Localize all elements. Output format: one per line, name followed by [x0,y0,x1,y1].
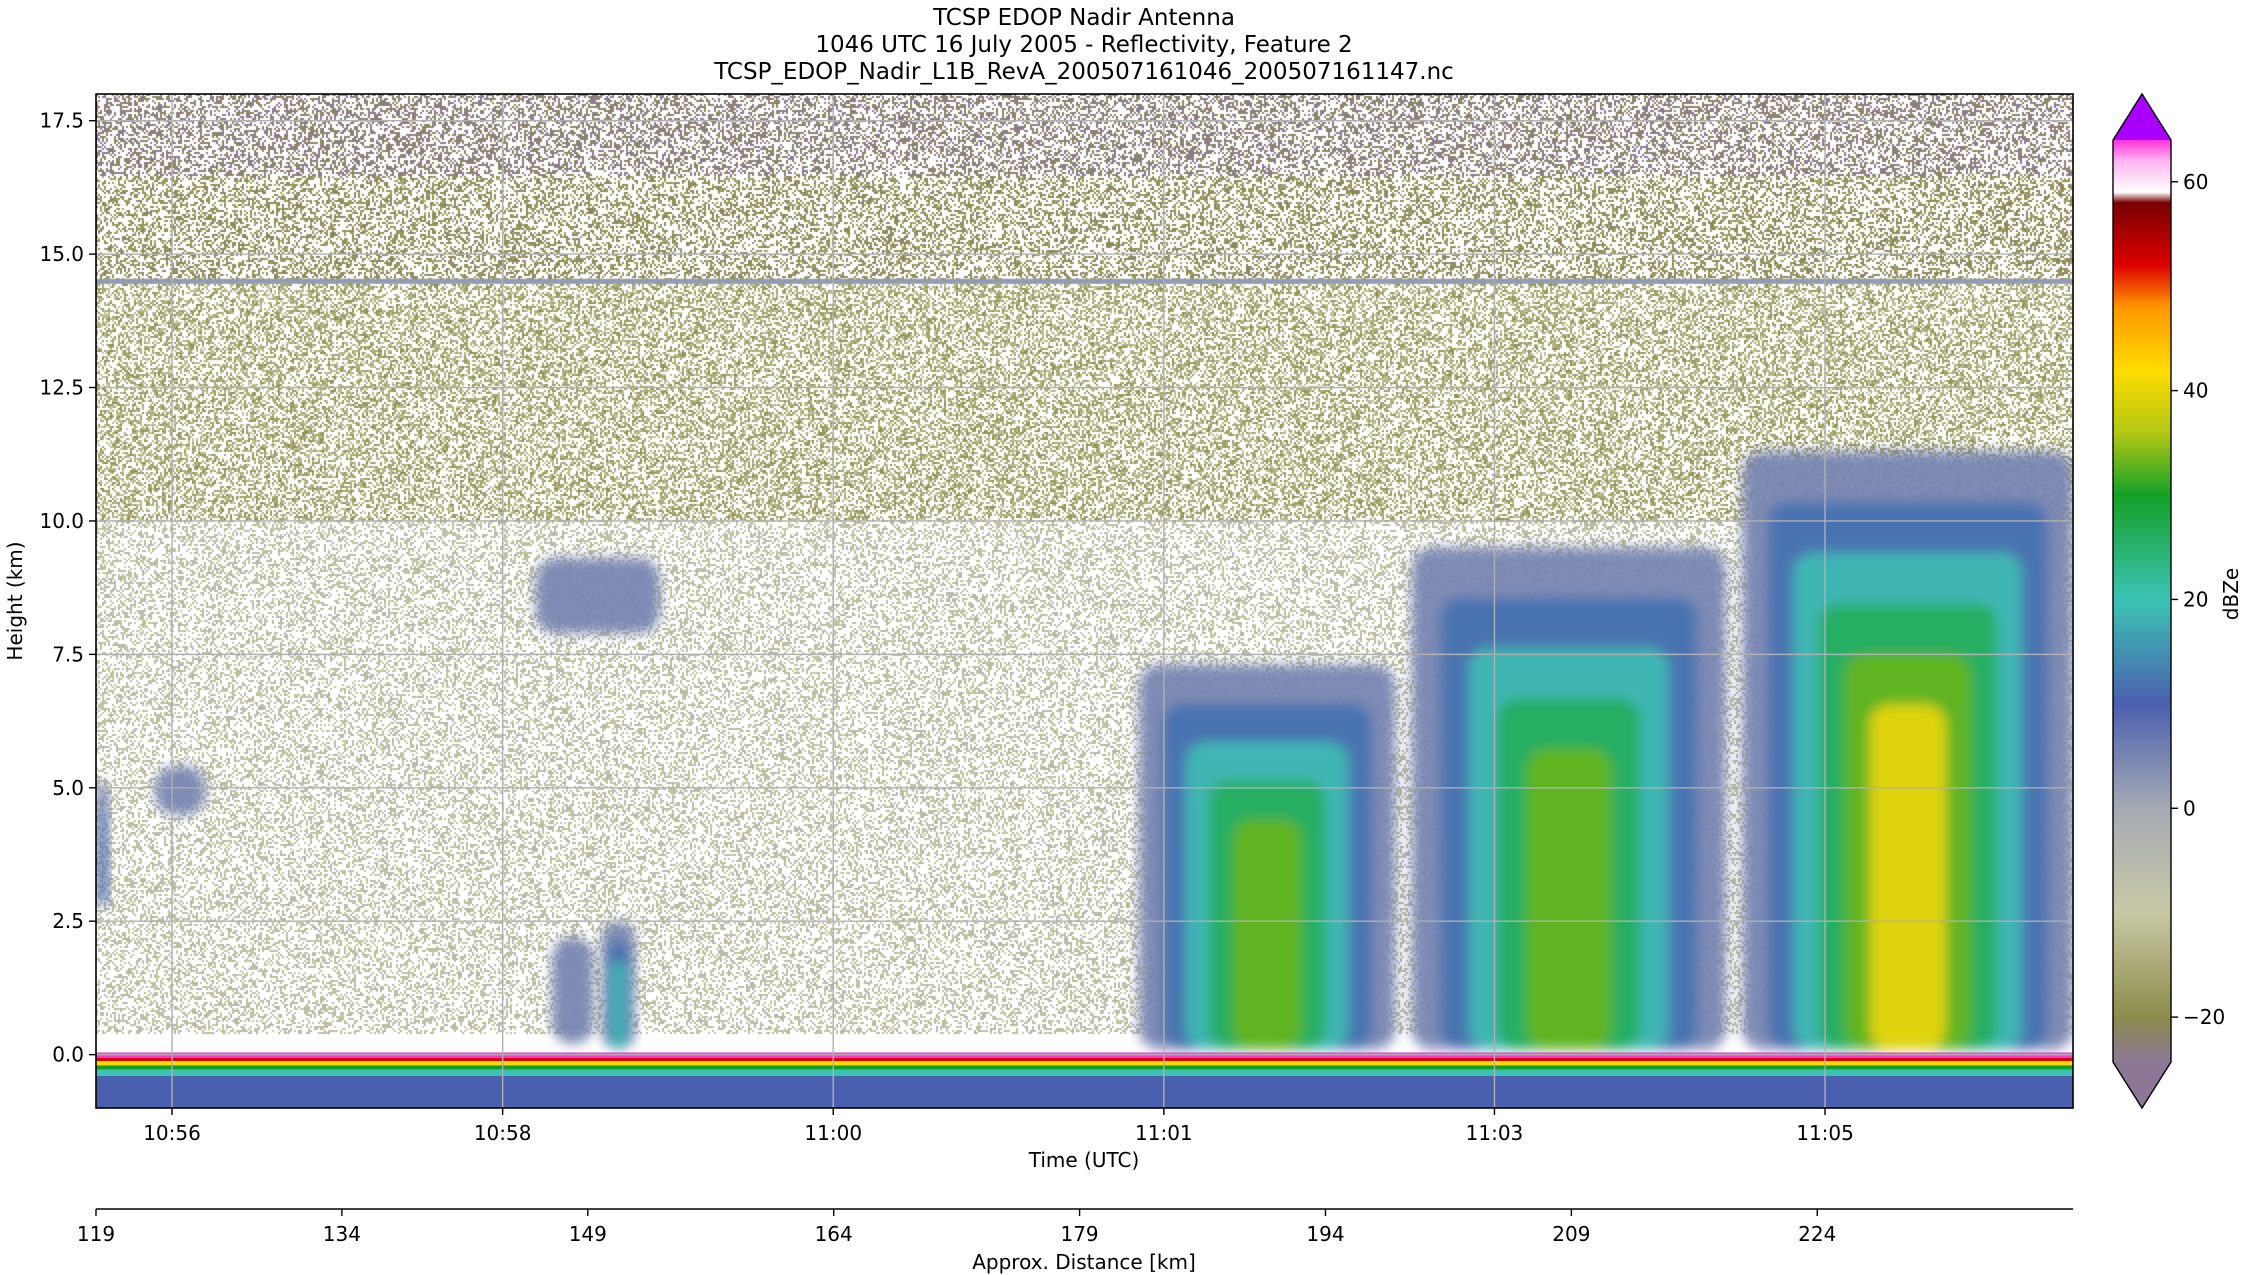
convective-cell [552,937,594,1044]
cell-contour [535,558,660,634]
distance-axis: 119 134 149 164 179 194 209 224 [77,1208,2073,1246]
colorbar-outline [2112,92,2172,1110]
chart-title-line-3: TCSP_EDOP_Nadir_L1B_RevA_200507161046_20… [713,59,1454,85]
y-tick-label: 12.5 [39,376,84,400]
gridlines [96,94,2073,1108]
distance-tick-label: 224 [1798,1222,1836,1246]
y-tick-label: 5.0 [52,776,84,800]
colorbar-tick-label: 0 [2183,796,2196,820]
distance-tick-label: 119 [77,1222,115,1246]
colorbar-tick-label: 60 [2183,170,2208,194]
distance-tick-label: 149 [569,1222,607,1246]
y-axis-label: Height (km) [3,541,27,660]
distance-tick-label: 194 [1306,1222,1344,1246]
chart-title-line-1: TCSP EDOP Nadir Antenna [932,5,1235,31]
distance-tick-label: 134 [323,1222,361,1246]
cell-contour [1526,748,1612,1050]
convective-cell [1742,451,2073,1050]
x-tick-label: 11:05 [1796,1121,1854,1145]
surface-echo-band [96,1069,2073,1076]
y-tick-label: 15.0 [39,242,84,266]
colorbar-extend-low [2113,1062,2171,1108]
cell-contour [155,766,206,815]
cell-contour [1232,818,1303,1050]
x-tick-label: 11:03 [1466,1121,1524,1145]
distance-axis-label: Approx. Distance [km] [972,1250,1196,1274]
x-tick-label: 11:01 [1135,1121,1193,1145]
distance-tick-label: 209 [1552,1222,1590,1246]
colorbar-tick-label: 20 [2183,587,2208,611]
convective-cell [535,558,660,634]
x-tick-label: 10:56 [143,1121,201,1145]
y-tick-label: 0.0 [52,1043,84,1067]
plot-area [95,93,2074,1109]
x-axis: 10:56 10:58 11:00 11:01 11:03 11:05 [143,1108,1854,1145]
y-axis: 0.0 2.5 5.0 7.5 10.0 12.5 15.0 17.5 [39,109,96,1067]
chart-title-line-2: 1046 UTC 16 July 2005 - Reflectivity, Fe… [815,32,1352,58]
surface-echo [96,1052,2073,1108]
x-axis-label: Time (UTC) [1028,1148,1140,1172]
y-tick-label: 2.5 [52,909,84,933]
convective-cell [1411,547,1726,1050]
colorbar-extend-high [2113,94,2171,140]
convective-cell [601,921,635,1050]
y-tick-label: 10.0 [39,509,84,533]
surface-echo-band [96,1057,2073,1062]
convective-cell [1139,665,1396,1050]
distance-tick-label: 164 [815,1222,853,1246]
colorbar-tick-label: 40 [2183,379,2208,403]
convective-cell [155,766,206,815]
surface-echo-band [96,1061,2073,1066]
convective-cell [96,782,110,906]
colorbar-body [2113,140,2171,1062]
colorbar-ticks: −20 0 20 40 60 [2171,170,2225,1029]
surface-echo-band [96,1065,2073,1070]
y-tick-label: 7.5 [52,642,84,666]
x-tick-label: 11:00 [804,1121,862,1145]
cell-contour [611,961,626,1050]
plot-frame [95,93,2074,1109]
cell-contour [552,937,594,1044]
cell-contour [1869,704,1946,1050]
distance-tick-label: 179 [1060,1222,1098,1246]
colorbar: −20 0 20 40 60 [2112,92,2225,1110]
y-tick-label: 17.5 [39,109,84,133]
cell-contour [98,809,107,906]
x-tick-label: 10:58 [474,1121,532,1145]
colorbar-label: dBZe [2219,568,2243,620]
colorbar-tick-label: −20 [2183,1005,2225,1029]
convective-cells [96,451,2073,1050]
surface-echo-band [96,1075,2073,1108]
